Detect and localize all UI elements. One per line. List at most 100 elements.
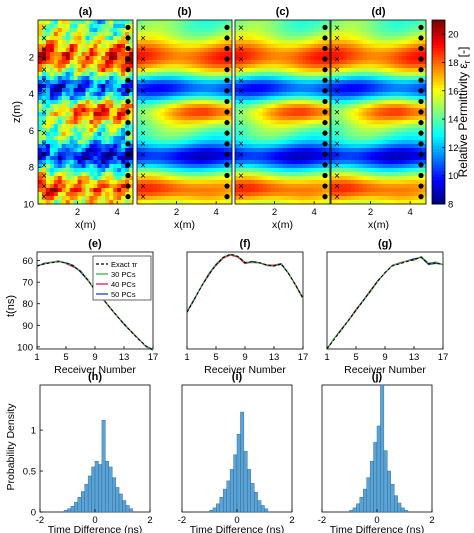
permittivity-cell — [160, 200, 166, 205]
permittivity-cell — [144, 188, 150, 193]
colorbar-swatch — [432, 154, 445, 159]
permittivity-cell — [366, 64, 371, 69]
permittivity-cell — [188, 48, 193, 53]
permittivity-cell — [216, 140, 221, 145]
permittivity-cell — [306, 160, 311, 165]
permittivity-cell — [168, 36, 174, 41]
permittivity-cell — [238, 188, 244, 193]
permittivity-cell — [208, 32, 213, 37]
permittivity-cell — [414, 28, 419, 33]
permittivity-cell — [346, 72, 352, 77]
permittivity-cell — [208, 28, 213, 33]
permittivity-cell — [105, 144, 110, 149]
permittivity-cell — [402, 192, 407, 197]
permittivity-cell — [220, 20, 225, 25]
permittivity-cell — [398, 56, 403, 61]
permittivity-cell — [362, 196, 368, 201]
permittivity-cell — [208, 80, 213, 85]
permittivity-cell — [180, 136, 185, 141]
permittivity-cell — [49, 76, 55, 81]
permittivity-cell — [278, 168, 283, 173]
permittivity-cell — [212, 64, 217, 69]
permittivity-cell — [235, 32, 240, 37]
permittivity-cell — [402, 140, 407, 145]
permittivity-cell — [220, 44, 225, 49]
permittivity-cell — [274, 120, 279, 125]
permittivity-cell — [362, 96, 368, 101]
permittivity-cell — [73, 192, 78, 197]
permittivity-cell — [414, 92, 419, 97]
permittivity-cell — [378, 168, 383, 173]
permittivity-cell — [418, 104, 423, 109]
permittivity-cell — [258, 184, 264, 189]
permittivity-cell — [53, 36, 59, 41]
permittivity-cell — [105, 176, 110, 181]
permittivity-cell — [69, 64, 75, 69]
permittivity-cell — [184, 144, 189, 149]
permittivity-cell — [144, 76, 150, 81]
permittivity-cell — [394, 188, 399, 193]
permittivity-cell — [38, 172, 43, 177]
permittivity-cell — [45, 112, 51, 117]
permittivity-cell — [358, 68, 364, 73]
permittivity-cell — [258, 156, 264, 161]
permittivity-cell — [238, 104, 244, 109]
permittivity-cell — [346, 180, 352, 185]
permittivity-cell — [394, 88, 399, 93]
permittivity-cell — [117, 176, 122, 181]
permittivity-cell — [370, 56, 375, 61]
permittivity-cell — [290, 184, 295, 189]
permittivity-cell — [184, 84, 189, 89]
permittivity-cell — [331, 152, 336, 157]
permittivity-panel: (d)×××××××××××××××××2 4x(m) — [330, 6, 427, 231]
permittivity-cell — [418, 60, 423, 65]
permittivity-cell — [125, 84, 130, 89]
permittivity-cell — [53, 96, 59, 101]
permittivity-cell — [192, 112, 197, 117]
permittivity-cell — [172, 128, 177, 133]
permittivity-cell — [350, 136, 356, 141]
permittivity-cell — [282, 140, 287, 145]
permittivity-cell — [298, 184, 303, 189]
permittivity-cell — [208, 124, 213, 129]
permittivity-cell — [188, 180, 193, 185]
colorbar-swatch — [432, 69, 445, 73]
permittivity-cell — [188, 172, 193, 177]
colorbar-swatch — [432, 47, 445, 52]
receiver-marker — [125, 98, 131, 105]
permittivity-cell — [366, 188, 371, 193]
permittivity-cell — [290, 104, 295, 109]
permittivity-cell — [410, 48, 415, 53]
permittivity-cell — [49, 128, 55, 133]
permittivity-cell — [418, 40, 423, 45]
permittivity-cell — [113, 60, 118, 65]
permittivity-cell — [93, 80, 98, 85]
permittivity-cell — [310, 108, 315, 113]
permittivity-cell — [228, 20, 233, 25]
permittivity-cell — [105, 160, 110, 165]
permittivity-cell — [57, 80, 63, 85]
permittivity-cell — [422, 36, 427, 41]
permittivity-cell — [362, 116, 368, 121]
permittivity-cell — [212, 92, 217, 97]
permittivity-cell — [65, 56, 71, 61]
permittivity-cell — [342, 116, 348, 121]
permittivity-cell — [362, 152, 368, 157]
receiver-marker — [125, 119, 131, 126]
permittivity-cell — [242, 148, 248, 153]
permittivity-cell — [290, 40, 295, 45]
permittivity-cell — [93, 152, 98, 157]
permittivity-cell — [77, 36, 82, 41]
permittivity-cell — [57, 72, 63, 77]
permittivity-cell — [216, 24, 221, 29]
permittivity-cell — [85, 88, 90, 93]
permittivity-cell — [172, 156, 177, 161]
permittivity-cell — [57, 144, 63, 149]
permittivity-cell — [354, 68, 360, 73]
permittivity-cell — [254, 20, 260, 25]
permittivity-cell — [322, 20, 327, 25]
permittivity-cell — [85, 112, 90, 117]
permittivity-cell — [101, 48, 106, 53]
